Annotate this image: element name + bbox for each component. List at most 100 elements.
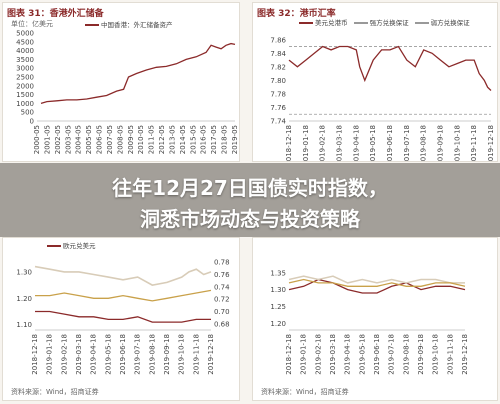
y2-tick-label: 0.70 xyxy=(214,308,230,316)
y-tick-label: 7.80 xyxy=(270,77,286,85)
x-tick-label: 2019-12-18 xyxy=(207,334,215,375)
y2-tick-label: 0.72 xyxy=(214,296,230,304)
chart-plot-area: 1.10 1.20 1.30 0.68 0.70 0.72 0.74 0.76 0.78 2018… xyxy=(16,259,230,375)
x-tick-label: 2001-05 xyxy=(43,125,51,154)
series-line-0 xyxy=(40,42,236,105)
chart-panel-eurusd: 欧元兑美元 1.10 1.20 1.30 0.68 0.70 0.72 0.74 0.76 0.… xyxy=(2,237,240,401)
x-tick-label: 2019-06-18 xyxy=(386,125,394,162)
y2-tick-label: 0.78 xyxy=(214,259,230,267)
x-tick-label: 2019-03-18 xyxy=(329,334,337,375)
y-tick-label: 3500 xyxy=(16,56,34,64)
y-tick-label: 7.76 xyxy=(270,104,286,112)
x-tick-label: 2019-05-18 xyxy=(358,334,366,375)
x-tick-label: 2019-11-18 xyxy=(192,334,200,375)
headline-line-2: 洞悉市场动态与投资策略 xyxy=(140,207,360,231)
chart-panel-fx: 1.20 1.25 1.30 1.35 2018-12-18 2019-01-18 2019… xyxy=(252,237,498,401)
series-line-0 xyxy=(288,45,492,91)
chart-panel-hk-reserves: 图表 31：香港外汇储备 单位：亿美元 中国香港：外汇储备资产 0 500 1000… xyxy=(2,2,240,162)
y2-tick-label: 0.76 xyxy=(214,271,230,279)
x-tick-label: 2019-04-18 xyxy=(90,334,98,375)
y-tick-label: 7.86 xyxy=(270,36,286,44)
chart-legend: 美元兑港币 强方兑换保证 弱方兑换保证 xyxy=(295,17,470,27)
x-tick-label: 2009-05 xyxy=(127,125,135,154)
y-tick-label: 1.25 xyxy=(270,303,286,311)
x-tick-label: 2011-05 xyxy=(148,125,156,154)
y-tick-label: 4000 xyxy=(16,47,34,55)
x-tick-label: 2018-12-18 xyxy=(285,334,293,375)
x-tick-label: 2019-10-18 xyxy=(178,334,186,375)
x-tick-label: 2019-03-18 xyxy=(336,125,344,162)
y-tick-label: 7.84 xyxy=(270,50,286,58)
x-tick-label: 2019-02-18 xyxy=(60,334,68,375)
chart-title: 图表 32：港币汇率 xyxy=(257,9,336,19)
x-tick-label: 2014-05 xyxy=(179,125,187,154)
y-tick-label: 500 xyxy=(21,109,34,117)
x-tick-label: 2019-01-18 xyxy=(300,334,308,375)
y-tick-label: 1.35 xyxy=(270,269,286,277)
x-tick-label: 2019-02-18 xyxy=(314,334,322,375)
chart-source: 资料来源：Wind，招商证券 xyxy=(11,388,99,396)
chart-source: 资料来源：Wind，招商证券 xyxy=(261,388,349,396)
x-tick-label: 2019-01-18 xyxy=(46,334,54,375)
y-tick-label: 7.82 xyxy=(270,63,286,71)
x-tick-label: 2000-05 xyxy=(33,125,41,154)
x-tick-label: 2006-05 xyxy=(96,125,104,154)
chart-plot-area: 1.20 1.25 1.30 1.35 2018-12-18 2019-01-18 2019… xyxy=(270,269,469,375)
x-tick-label: 2019-05 xyxy=(231,125,239,154)
x-tick-label: 2019-04-18 xyxy=(344,334,352,375)
series-line-2 xyxy=(35,289,212,302)
x-tick-label: 2019-06-18 xyxy=(119,334,127,375)
series-line-0 xyxy=(34,265,212,286)
x-tick-label: 2012-05 xyxy=(158,125,166,154)
chart-plot-area: 7.74 7.76 7.78 7.80 7.82 7.84 7.86 2018-12-18 20… xyxy=(270,36,495,162)
y-tick-label: 2500 xyxy=(16,74,34,82)
x-tick-label: 2019-07-18 xyxy=(403,125,411,162)
x-tick-label: 2019-07-18 xyxy=(134,334,142,375)
x-tick-label: 2019-10-18 xyxy=(453,125,461,162)
y-tick-label: 1000 xyxy=(16,100,34,108)
x-tick-label: 2003-05 xyxy=(64,125,72,154)
x-tick-label: 2019-03-18 xyxy=(75,334,83,375)
x-tick-label: 2019-08-18 xyxy=(420,125,428,162)
chart-legend: 中国香港：外汇储备资产 xyxy=(81,19,173,29)
x-tick-label: 2019-09-18 xyxy=(163,334,171,375)
chart-panel-hkd-rate: 图表 32：港币汇率 美元兑港币 强方兑换保证 弱方兑换保证 7.74 7.76 7… xyxy=(252,2,498,162)
x-tick-label: 2019-05-18 xyxy=(369,125,377,162)
x-tick-label: 2019-11-18 xyxy=(470,125,478,162)
chart-title: 图表 31：香港外汇储备 xyxy=(7,9,104,19)
y-tick-label: 1500 xyxy=(16,91,34,99)
x-tick-label: 2018-12-18 xyxy=(285,125,293,162)
series-line-2 xyxy=(288,278,466,287)
x-tick-label: 2017-05 xyxy=(210,125,218,154)
x-tick-label: 2019-09-18 xyxy=(437,125,445,162)
x-tick-label: 2019-08-18 xyxy=(148,334,156,375)
x-tick-label: 2019-04-18 xyxy=(352,125,360,162)
y-tick-label: 5000 xyxy=(16,30,34,38)
x-tick-label: 2019-05-18 xyxy=(104,334,112,375)
y-tick-label: 3000 xyxy=(16,65,34,73)
y-tick-label: 7.78 xyxy=(270,90,286,98)
y-tick-label: 2000 xyxy=(16,82,34,90)
x-tick-label: 2018-12-18 xyxy=(31,334,39,375)
x-tick-label: 2019-06-18 xyxy=(373,334,381,375)
x-tick-label: 2002-05 xyxy=(54,125,62,154)
x-tick-label: 2007-05 xyxy=(106,125,114,154)
x-tick-label: 2005-05 xyxy=(85,125,93,154)
headline-overlay xyxy=(0,163,500,237)
y-tick-label: 0 xyxy=(30,118,34,126)
x-tick-label: 2008-05 xyxy=(116,125,124,154)
y-tick-label: 7.74 xyxy=(270,118,286,126)
y-tick-label: 1.30 xyxy=(270,286,286,294)
series-line-1 xyxy=(288,275,465,284)
y-tick-label: 1.20 xyxy=(16,295,32,303)
x-tick-label: 2019-07-18 xyxy=(388,334,396,375)
x-tick-label: 2018-05 xyxy=(221,125,229,154)
x-tick-label: 2019-09-18 xyxy=(417,334,425,375)
x-tick-label: 2019-11-18 xyxy=(446,334,454,375)
x-tick-label: 2019-01-18 xyxy=(302,125,310,162)
x-tick-label: 2013-05 xyxy=(168,125,176,154)
y2-tick-label: 0.68 xyxy=(214,320,230,328)
x-tick-label: 2019-12-18 xyxy=(461,334,469,375)
x-tick-label: 2019-08-18 xyxy=(402,334,410,375)
x-tick-label: 2016-05 xyxy=(200,125,208,154)
